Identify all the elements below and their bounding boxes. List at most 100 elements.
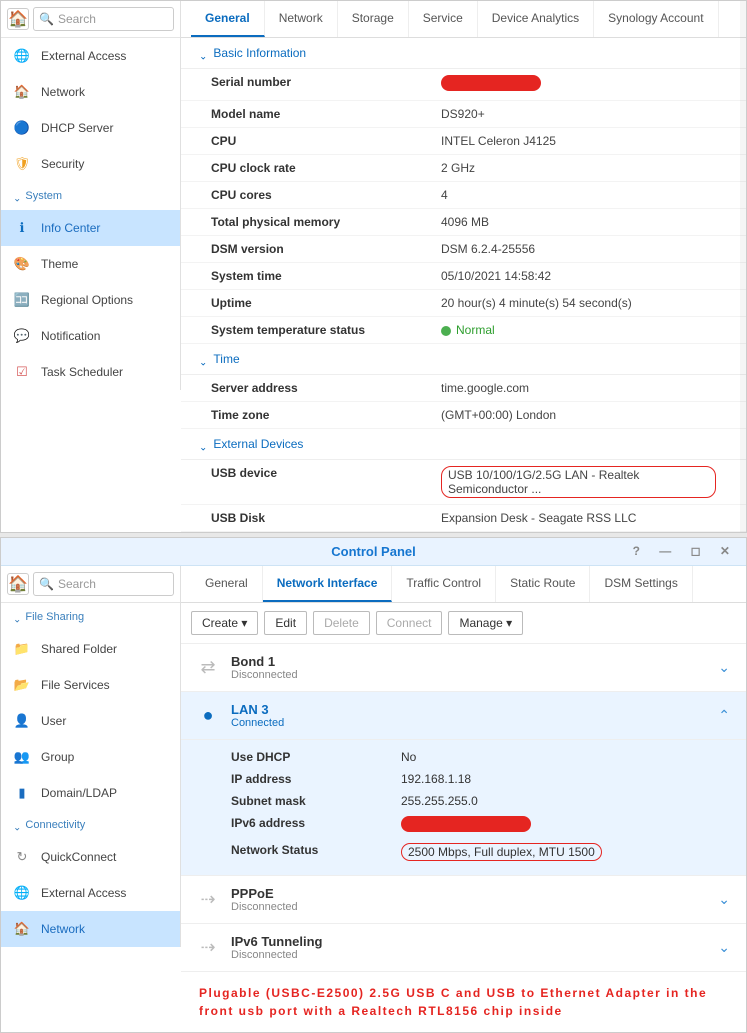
search-placeholder: Search [58,577,96,591]
tab[interactable]: Network Interface [263,566,393,602]
tab[interactable]: DSM Settings [590,566,692,602]
sidebar-group[interactable]: Connectivity [1,811,180,839]
sidebar-item[interactable]: ℹInfo Center [1,210,180,246]
row-value: INTEL Celeron J4125 [441,134,716,148]
scrollbar[interactable] [740,1,746,532]
title-text: Control Panel [331,544,416,559]
row-label: CPU [211,134,441,148]
sidebar-item[interactable]: 🏠Network [1,74,180,110]
delete-button[interactable]: Delete [313,611,370,635]
sidebar-item[interactable]: 🌐External Access [1,875,180,911]
info-row: Server addresstime.google.com [181,375,746,402]
sidebar-item[interactable]: 📁Shared Folder [1,631,180,667]
connect-button[interactable]: Connect [376,611,443,635]
detail-value: No [401,750,416,764]
row-label: Server address [211,381,441,395]
section-header[interactable]: Time [181,344,746,375]
window-controls[interactable]: ? — ◻ ✕ [633,544,738,558]
content: GeneralNetwork InterfaceTraffic ControlS… [181,566,746,1032]
tab[interactable]: Traffic Control [392,566,496,602]
sidebar-header: 🏠 🔍 Search [1,566,180,603]
section-header[interactable]: Basic Information [181,38,746,69]
section-header[interactable]: External Devices [181,429,746,460]
edit-button[interactable]: Edit [264,611,307,635]
interface-row[interactable]: ⇢PPPoEDisconnected⌄ [181,876,746,924]
sidebar-item[interactable]: ↻QuickConnect [1,839,180,875]
footer-note: Plugable (USBC-E2500) 2.5G USB C and USB… [181,972,746,1032]
network-icon: 🏠 [13,920,31,938]
tab[interactable]: Network [265,1,338,37]
sidebar-item[interactable]: 📂 File Services [1,667,180,703]
interface-name: LAN 3 [231,702,284,717]
content: GeneralNetworkStorageServiceDevice Analy… [181,1,746,532]
tab[interactable]: General [191,566,263,602]
tab[interactable]: Static Route [496,566,590,602]
sidebar-item-label: DHCP Server [41,121,113,135]
sidebar-item-label: User [41,714,66,728]
file-services-icon: 📂 [13,676,31,694]
security-icon: 🛡 [13,155,31,173]
row-label: USB device [211,466,441,498]
interface-row[interactable]: ●LAN 3Connected⌃ [181,692,746,740]
user-icon: 👤 [13,712,31,730]
detail-label: Subnet mask [231,794,401,808]
interface-row[interactable]: ⇄Bond 1Disconnected⌄ [181,644,746,692]
row-value: DS920+ [441,107,716,121]
create-button[interactable]: Create ▾ [191,611,258,635]
tab[interactable]: Synology Account [594,1,718,37]
sidebar-item-label: Notification [41,329,100,343]
sidebar-item[interactable]: 👤 User [1,703,180,739]
row-value [441,75,716,94]
interface-icon: ⇢ [197,889,219,911]
sidebar-item-label: Regional Options [41,293,133,307]
sidebar-item-label: Info Center [41,221,100,235]
sidebar-item-label: Network [41,922,85,936]
row-label: Uptime [211,296,441,310]
interface-text: IPv6 TunnelingDisconnected [231,934,323,961]
sidebar-header: 🏠🔍Search [1,1,180,38]
row-label: CPU clock rate [211,161,441,175]
sidebar-item[interactable]: 🔵DHCP Server [1,110,180,146]
sidebar-item[interactable]: 🏠 Network [1,911,180,947]
sidebar-group[interactable]: File Sharing [1,603,180,631]
sidebar-item[interactable]: 💬Notification [1,318,180,354]
sidebar-item[interactable]: ▮Domain/LDAP [1,775,180,811]
tab[interactable]: General [191,1,265,37]
sidebar-group[interactable]: System [1,182,180,210]
detail-label: IP address [231,772,401,786]
tab[interactable]: Storage [338,1,409,37]
row-label: Model name [211,107,441,121]
row-value: time.google.com [441,381,716,395]
status-text: Normal [456,323,495,337]
home-icon[interactable]: 🏠 [7,573,29,595]
search-input[interactable]: 🔍 Search [33,572,174,596]
interface-row[interactable]: ⇢IPv6 TunnelingDisconnected⌄ [181,924,746,972]
interface-status: Disconnected [231,669,298,681]
interface-text: LAN 3Connected [231,702,284,729]
sidebar-item[interactable]: 🎨Theme [1,246,180,282]
sidebar-item[interactable]: 🌐External Access [1,38,180,74]
domain-ldap-icon: ▮ [13,784,31,802]
sidebar-item[interactable]: 👥Group [1,739,180,775]
sidebar-item[interactable]: 🈁Regional Options [1,282,180,318]
row-value: Expansion Desk - Seagate RSS LLC [441,511,716,525]
search-input[interactable]: 🔍Search [33,7,174,31]
task-scheduler-icon: ☑ [13,363,31,381]
detail-value [401,816,531,835]
tab[interactable]: Service [409,1,478,37]
tab[interactable]: Device Analytics [478,1,594,37]
search-icon: 🔍 [39,577,54,591]
redacted [401,816,531,832]
home-icon[interactable]: 🏠 [7,8,29,30]
sidebar: 🏠🔍Search🌐External Access🏠Network🔵DHCP Se… [1,1,181,390]
interface-name: PPPoE [231,886,298,901]
manage-button[interactable]: Manage ▾ [448,611,523,635]
sidebar-item-label: Task Scheduler [41,365,123,379]
sidebar-item[interactable]: ☑ Task Scheduler [1,354,180,390]
info-row: Total physical memory4096 MB [181,209,746,236]
sidebar-item[interactable]: 🛡Security [1,146,180,182]
tabs: GeneralNetwork InterfaceTraffic ControlS… [181,566,746,603]
sidebar-item-label: File Services [41,678,110,692]
detail-value: 192.168.1.18 [401,772,471,786]
info-row: CPU cores4 [181,182,746,209]
